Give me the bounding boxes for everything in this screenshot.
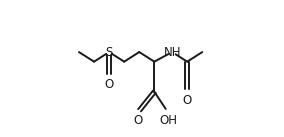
Text: S: S — [105, 46, 113, 58]
Text: O: O — [183, 94, 192, 106]
Text: OH: OH — [159, 114, 177, 127]
Text: O: O — [133, 114, 143, 127]
Text: O: O — [105, 79, 114, 91]
Text: NH: NH — [163, 46, 181, 58]
